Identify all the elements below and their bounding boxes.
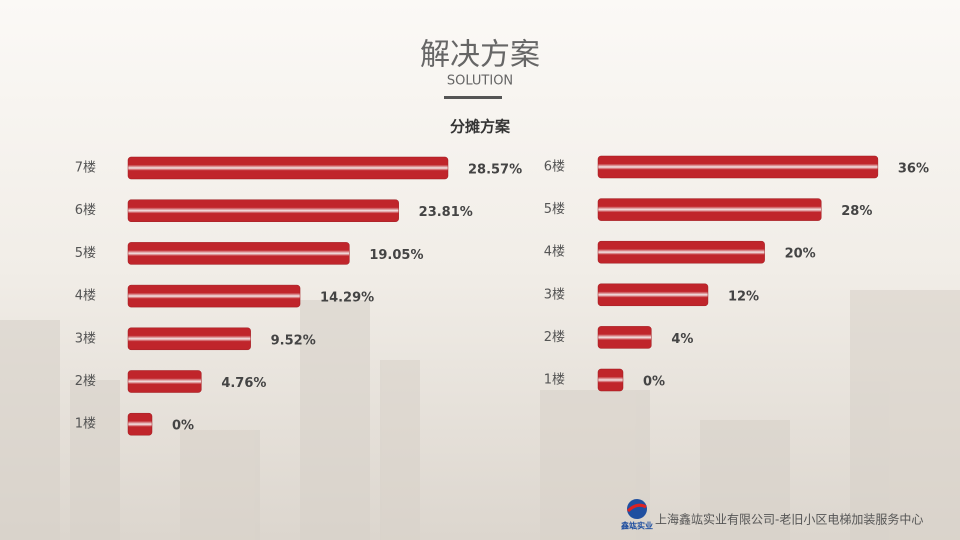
category-label: 2楼 xyxy=(75,374,96,389)
category-label: 6楼 xyxy=(75,203,96,218)
category-label: 1楼 xyxy=(75,417,96,432)
value-label: 36% xyxy=(898,162,929,177)
category-label: 5楼 xyxy=(75,246,96,261)
bar xyxy=(127,284,301,308)
category-label: 5楼 xyxy=(544,202,565,217)
category-label: 4楼 xyxy=(75,289,96,304)
value-label: 28% xyxy=(841,204,872,219)
category-label: 3楼 xyxy=(544,287,565,302)
bar xyxy=(127,370,202,393)
bar xyxy=(127,242,350,265)
bar xyxy=(597,368,624,392)
value-label: 9.52% xyxy=(271,333,316,348)
bar xyxy=(127,412,153,436)
bar xyxy=(597,326,652,349)
category-label: 1楼 xyxy=(544,373,565,388)
category-label: 4楼 xyxy=(544,245,565,260)
value-label: 19.05% xyxy=(369,248,423,263)
bar xyxy=(127,156,449,180)
bar xyxy=(597,155,879,179)
city-silhouette xyxy=(0,290,960,540)
bar xyxy=(597,283,709,307)
category-label: 7楼 xyxy=(75,161,96,176)
value-label: 4% xyxy=(671,332,693,347)
section-title: 分摊方案 xyxy=(450,118,511,136)
category-label: 6楼 xyxy=(544,160,565,175)
bar xyxy=(127,199,399,222)
value-label: 4.76% xyxy=(221,376,266,391)
slide-subtitle: SOLUTION xyxy=(447,74,513,89)
logo-text: 鑫竑实业 xyxy=(620,521,653,531)
value-label: 28.57% xyxy=(468,163,522,178)
bar xyxy=(127,327,251,351)
value-label: 0% xyxy=(643,375,665,390)
value-label: 0% xyxy=(172,419,194,434)
value-label: 12% xyxy=(728,289,759,304)
bar xyxy=(597,198,822,221)
title-underline xyxy=(444,96,502,99)
value-label: 20% xyxy=(785,247,816,262)
logo: 鑫竑实业 xyxy=(620,499,653,531)
bar xyxy=(597,240,765,264)
slide-title: 解决方案 xyxy=(420,38,540,73)
footer-text: 上海鑫竑实业有限公司-老旧小区电梯加装服务中心 xyxy=(655,512,923,527)
category-label: 3楼 xyxy=(75,331,96,346)
value-label: 14.29% xyxy=(320,291,374,306)
value-label: 23.81% xyxy=(419,205,473,220)
category-label: 2楼 xyxy=(544,330,565,345)
